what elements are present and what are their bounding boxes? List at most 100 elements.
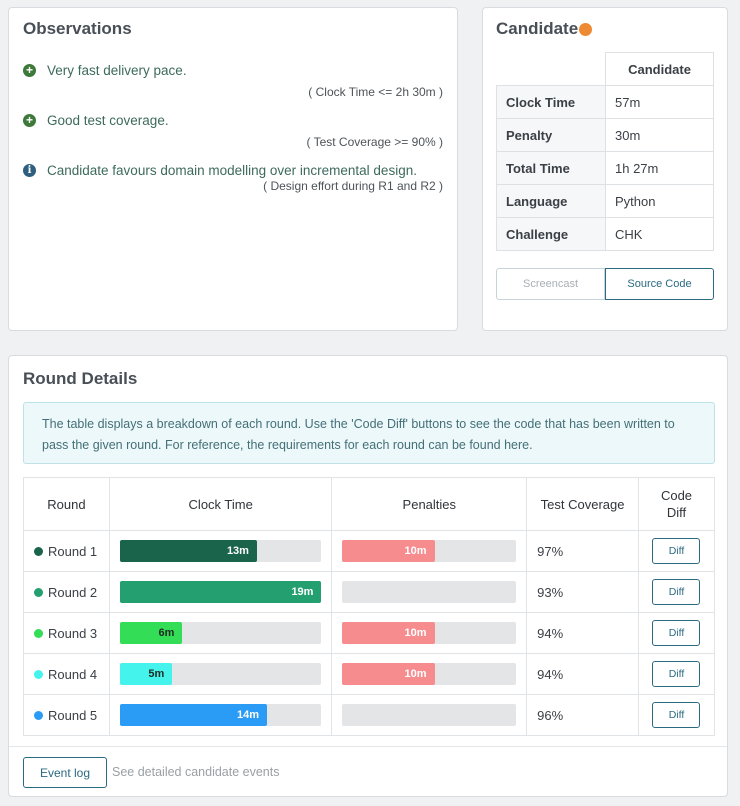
clock-time-cell: 5m <box>108 653 333 695</box>
round-row: Round 5 14m 96% Diff <box>23 694 716 736</box>
observation-text: Candidate favours domain modelling over … <box>47 163 417 178</box>
clock-time-bar: 5m <box>119 663 322 685</box>
summary-row: Total Time 1h 27m <box>496 151 714 185</box>
penalty-bar: 10m <box>342 540 517 562</box>
round-row: Round 1 13m 10m 97% Diff <box>23 530 716 572</box>
round-cell: Round 3 <box>23 612 110 654</box>
code-diff-cell: Diff <box>637 653 716 695</box>
observation-detail: ( Design effort during R1 and R2 ) <box>263 179 443 193</box>
clock-time-bar-fill: 13m <box>119 540 257 562</box>
summary-value: CHK <box>605 217 714 251</box>
clock-time-cell: 13m <box>108 530 333 572</box>
summary-key: Penalty <box>496 118 606 152</box>
diff-button[interactable]: Diff <box>652 661 701 687</box>
summary-key: Total Time <box>496 151 606 185</box>
column-header-code-diff: Code Diff <box>637 477 716 531</box>
round-label: Round 5 <box>48 707 98 723</box>
column-header-round: Round <box>23 477 110 531</box>
observations-title: Observations <box>23 19 132 38</box>
diff-button[interactable]: Diff <box>652 620 701 646</box>
clock-time-bar-fill: 6m <box>119 622 183 644</box>
summary-value: 57m <box>605 85 714 119</box>
penalty-bar <box>342 704 517 726</box>
penalty-label: 10m <box>404 668 427 680</box>
status-dot-icon <box>579 23 592 36</box>
event-log-description: See detailed candidate events <box>112 765 280 779</box>
clock-time-bar-fill: 19m <box>119 581 322 603</box>
summary-key: Challenge <box>496 217 606 251</box>
column-header-test-coverage: Test Coverage <box>526 477 639 531</box>
summary-row: Clock Time 57m <box>496 85 714 119</box>
round-details-title: Round Details <box>23 369 138 388</box>
test-coverage-cell: 97% <box>526 530 639 572</box>
round-cell: Round 2 <box>23 571 110 613</box>
round-details-panel: Round Details The table displays a break… <box>8 355 728 797</box>
test-coverage-cell: 94% <box>526 653 639 695</box>
penalties-cell: 10m <box>331 653 528 695</box>
clock-time-bar-fill: 14m <box>119 704 268 726</box>
candidate-summary-table: Candidate Clock Time 57m Penalty 30m Tot… <box>496 52 714 251</box>
penalty-bar-fill: 10m <box>342 540 435 562</box>
summary-row: Language Python <box>496 184 714 218</box>
candidate-panel: Candidate Candidate Clock Time 57m Penal… <box>482 7 728 331</box>
round-row: Round 2 19m 93% Diff <box>23 571 716 613</box>
clock-time-bar-fill: 5m <box>119 663 173 685</box>
test-coverage-cell: 93% <box>526 571 639 613</box>
penalties-cell: 10m <box>331 530 528 572</box>
penalty-bar-fill: 10m <box>342 622 435 644</box>
code-diff-cell: Diff <box>637 571 716 613</box>
clock-time-bar: 19m <box>119 581 322 603</box>
round-cell: Round 5 <box>23 694 110 736</box>
round-cell: Round 1 <box>23 530 110 572</box>
penalty-label: 10m <box>404 627 427 639</box>
plus-circle-icon: + <box>23 114 36 127</box>
round-row: Round 4 5m 10m 94% Diff <box>23 653 716 695</box>
round-color-dot-icon <box>34 546 43 556</box>
code-diff-cell: Diff <box>637 612 716 654</box>
diff-button[interactable]: Diff <box>652 538 701 564</box>
screencast-tab[interactable]: Screencast <box>496 268 605 300</box>
penalty-bar <box>342 581 517 603</box>
observation-text: Good test coverage. <box>47 113 169 128</box>
footer-divider <box>9 746 727 747</box>
test-coverage-cell: 94% <box>526 612 639 654</box>
round-color-dot-icon <box>34 669 43 679</box>
clock-time-bar: 6m <box>119 622 322 644</box>
source-code-tab[interactable]: Source Code <box>605 268 714 300</box>
info-circle-icon: i <box>23 164 36 177</box>
summary-key: Language <box>496 184 606 218</box>
diff-button[interactable]: Diff <box>652 702 701 728</box>
clock-time-label: 19m <box>291 586 314 598</box>
round-row: Round 3 6m 10m 94% Diff <box>23 612 716 654</box>
round-label: Round 3 <box>48 625 98 641</box>
column-header-clock-time: Clock Time <box>108 477 333 531</box>
observations-panel: Observations + Very fast delivery pace. … <box>8 7 458 331</box>
diff-button[interactable]: Diff <box>652 579 701 605</box>
penalties-cell <box>331 694 528 736</box>
candidate-title: Candidate <box>496 19 579 38</box>
clock-time-bar: 13m <box>119 540 322 562</box>
event-log-button[interactable]: Event log <box>23 757 107 788</box>
round-color-dot-icon <box>34 587 43 597</box>
penalty-bar: 10m <box>342 663 517 685</box>
round-color-dot-icon <box>34 710 43 720</box>
clock-time-cell: 14m <box>108 694 333 736</box>
round-label: Round 1 <box>48 543 98 559</box>
clock-time-label: 13m <box>226 545 249 557</box>
summary-row: Challenge CHK <box>496 217 714 251</box>
observation-detail: ( Clock Time <= 2h 30m ) <box>308 85 443 99</box>
code-diff-cell: Diff <box>637 530 716 572</box>
round-color-dot-icon <box>34 628 43 638</box>
summary-key: Clock Time <box>496 85 606 119</box>
clock-time-cell: 19m <box>108 571 333 613</box>
round-details-info: The table displays a breakdown of each r… <box>23 402 715 464</box>
rounds-table: Round Clock Time Penalties Test Coverage… <box>23 477 716 736</box>
candidate-column-header: Candidate <box>605 52 714 86</box>
observation-text: Very fast delivery pace. <box>47 63 187 78</box>
plus-circle-icon: + <box>23 64 36 77</box>
summary-row: Penalty 30m <box>496 118 714 152</box>
column-header-penalties: Penalties <box>331 477 528 531</box>
penalty-label: 10m <box>404 545 427 557</box>
clock-time-label: 5m <box>148 668 165 680</box>
penalties-cell: 10m <box>331 612 528 654</box>
